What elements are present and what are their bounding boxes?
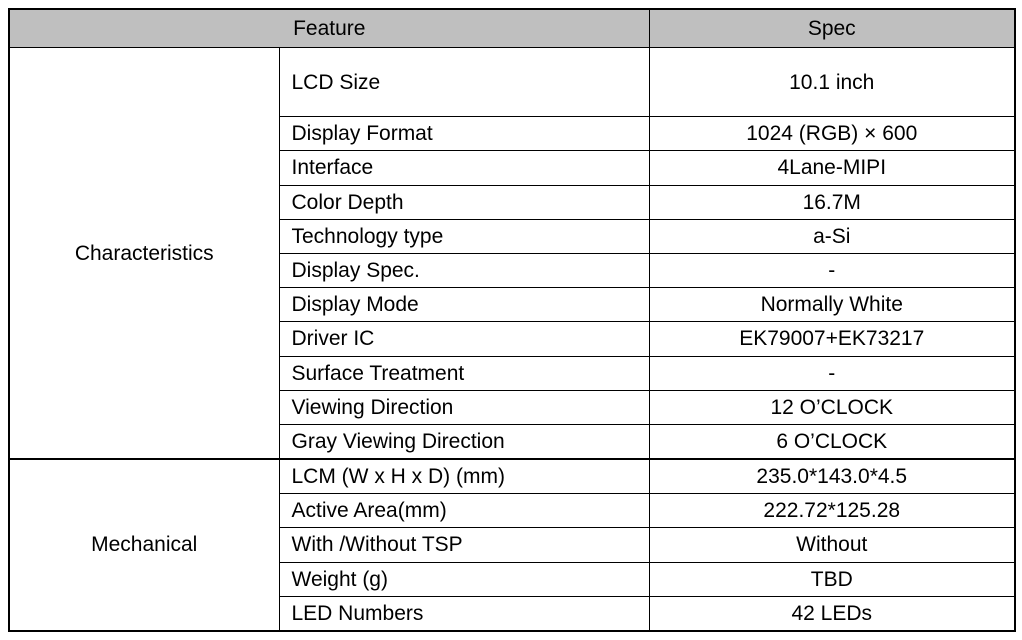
spec-cell: 1024 (RGB) × 600 [649,117,1015,151]
spec-cell: Normally White [649,288,1015,322]
feature-cell: LCD Size [279,48,649,117]
spec-cell: 222.72*125.28 [649,494,1015,528]
feature-cell: Weight (g) [279,562,649,596]
feature-cell: Driver IC [279,322,649,356]
header-spec: Spec [649,9,1015,48]
spec-cell: Without [649,528,1015,562]
category-cell: Mechanical [9,459,279,631]
feature-cell: Active Area(mm) [279,494,649,528]
table-row: Mechanical LCM (W x H x D) (mm) 235.0*14… [9,459,1015,494]
spec-table: Feature Spec Characteristics LCD Size 10… [8,8,1016,632]
spec-cell: - [649,356,1015,390]
spec-cell: 42 LEDs [649,596,1015,631]
feature-cell: LCM (W x H x D) (mm) [279,459,649,494]
feature-cell: Surface Treatment [279,356,649,390]
spec-cell: - [649,253,1015,287]
feature-cell: Technology type [279,219,649,253]
feature-cell: LED Numbers [279,596,649,631]
spec-cell: 12 O’CLOCK [649,390,1015,424]
feature-cell: Gray Viewing Direction [279,424,649,459]
category-cell: Characteristics [9,48,279,459]
feature-cell: Interface [279,151,649,185]
feature-cell: Color Depth [279,185,649,219]
spec-cell: TBD [649,562,1015,596]
feature-cell: With /Without TSP [279,528,649,562]
feature-cell: Display Format [279,117,649,151]
feature-cell: Display Mode [279,288,649,322]
spec-cell: 235.0*143.0*4.5 [649,459,1015,494]
feature-cell: Viewing Direction [279,390,649,424]
spec-cell: 16.7M [649,185,1015,219]
header-row: Feature Spec [9,9,1015,48]
table-row: Characteristics LCD Size 10.1 inch [9,48,1015,117]
feature-cell: Display Spec. [279,253,649,287]
spec-cell: a-Si [649,219,1015,253]
spec-cell: EK79007+EK73217 [649,322,1015,356]
header-feature: Feature [9,9,649,48]
spec-cell: 4Lane-MIPI [649,151,1015,185]
spec-cell: 6 O’CLOCK [649,424,1015,459]
spec-cell: 10.1 inch [649,48,1015,117]
